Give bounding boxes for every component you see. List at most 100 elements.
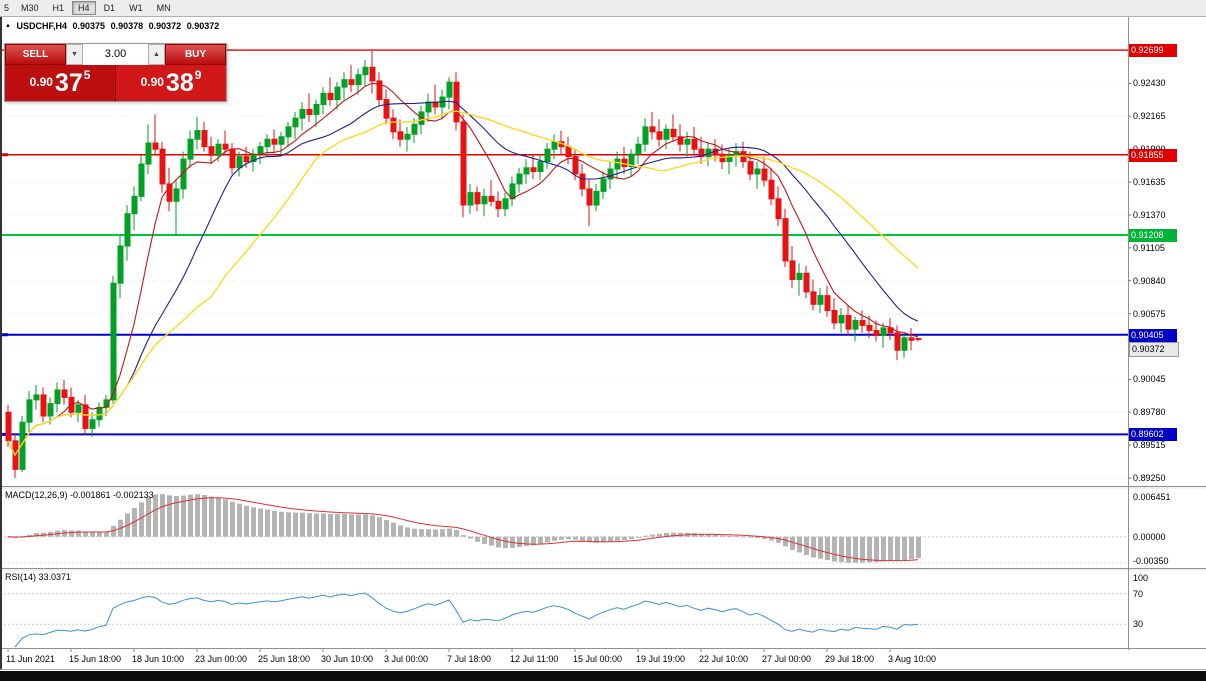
candle-body (495, 200, 502, 210)
candle-body (89, 419, 96, 429)
lot-size-input[interactable]: 3.00 (83, 44, 148, 65)
price-axis-label: 0.91370 (1133, 209, 1166, 220)
timeframe-d1-button[interactable]: D1 (97, 1, 122, 15)
rsi-line (14, 592, 919, 648)
trade-panel-controls: SELL ▼ 3.00 ▲ BUY (5, 44, 226, 65)
candle-body (299, 108, 306, 119)
time-axis-label: 25 Jun 18:00 (258, 654, 311, 664)
candle-body (82, 404, 89, 429)
time-axis-separator (0, 648, 1206, 649)
macd-bar (209, 496, 214, 537)
macd-bar (468, 536, 473, 539)
timeframe-m5-button[interactable]: 5 (0, 1, 14, 15)
timeframe-w1-button[interactable]: W1 (123, 1, 149, 15)
macd-bar (608, 536, 613, 542)
collapse-arrow-icon[interactable]: ▲ (5, 23, 11, 29)
time-axis-label: 12 Jul 11:00 (510, 654, 559, 664)
candle-body (166, 183, 173, 202)
sell-button[interactable]: SELL (5, 44, 66, 65)
price-axis-separator[interactable] (1128, 17, 1129, 650)
timeframe-h1-button[interactable]: H1 (46, 1, 71, 15)
candle-body (208, 146, 215, 156)
macd-bar (370, 515, 375, 537)
candle-body (775, 198, 782, 220)
buy-button[interactable]: BUY (165, 44, 226, 65)
support-badge-blue-lower: 0.89602 (1129, 428, 1177, 442)
candle-body (61, 389, 68, 398)
sell-price-display[interactable]: 0.90 37 5 (5, 65, 116, 101)
candle-body (551, 141, 558, 150)
macd-bar (349, 514, 354, 537)
pane-separator-macd-rsi[interactable] (0, 568, 1206, 571)
candle-body (789, 260, 796, 280)
candle-body (474, 192, 481, 205)
ma-line-30 (7, 110, 919, 457)
macd-bar (867, 536, 872, 563)
price-axis-label: 0.90840 (1133, 275, 1166, 286)
candle-body (579, 173, 586, 190)
candle-body (159, 148, 166, 185)
candle-body (404, 133, 411, 140)
macd-bar (496, 536, 501, 548)
lot-increase-button[interactable]: ▲ (148, 44, 165, 65)
candle-body (96, 406, 103, 421)
candle-body (446, 81, 453, 98)
candle-body (481, 195, 488, 205)
candle-body (131, 195, 138, 215)
candle-body (285, 126, 292, 138)
buy-price-sup: 9 (194, 68, 202, 82)
timeframe-m30-button[interactable]: M30 (15, 1, 45, 15)
buy-price-display[interactable]: 0.90 38 9 (116, 65, 226, 101)
macd-bar (720, 535, 725, 537)
candle-body (817, 295, 824, 305)
macd-bar (531, 536, 536, 546)
candle-body (173, 188, 180, 202)
candle-body (705, 148, 712, 158)
macd-bar (223, 499, 228, 537)
time-axis-label: 7 Jul 18:00 (447, 654, 492, 664)
candle-body (460, 121, 467, 206)
macd-bar (636, 536, 641, 538)
timeframe-h4-button[interactable]: H4 (72, 1, 96, 15)
macd-bar (552, 536, 557, 541)
candle-body (138, 163, 145, 197)
candle-body (586, 188, 593, 206)
candle-body (103, 399, 110, 408)
candle-body (558, 141, 565, 148)
macd-bar (132, 507, 137, 537)
candle-body (390, 117, 397, 133)
candle-body (796, 272, 803, 280)
macd-bar (104, 531, 109, 537)
macd-bar (790, 536, 795, 551)
pane-separator-main-macd[interactable] (0, 486, 1206, 489)
symbol-label: USDCHF,H4 (16, 21, 67, 31)
macd-bar (622, 536, 627, 541)
macd-bar (643, 535, 648, 537)
timeframe-mn-button[interactable]: MN (150, 1, 177, 15)
candle-body (677, 136, 684, 145)
candle-body (355, 74, 362, 86)
candle-body (313, 103, 320, 115)
macd-bar (832, 536, 837, 562)
candle-body (873, 329, 880, 336)
candle-body (306, 108, 313, 115)
price-axis-label: 0.90045 (1133, 374, 1166, 385)
time-axis-label: 15 Jun 18:00 (69, 654, 122, 664)
candle-body (866, 324, 873, 331)
time-axis-label: 15 Jul 00:00 (573, 654, 623, 664)
macd-bar (69, 530, 74, 537)
candle-body (838, 314, 845, 324)
candle-body (362, 66, 369, 76)
price-axis-label: 0.91635 (1133, 177, 1166, 188)
support-badge-green: 0.91208 (1129, 229, 1177, 243)
price-axis-label: 0.92165 (1133, 111, 1166, 122)
macd-bar (139, 502, 144, 537)
lot-decrease-button[interactable]: ▼ (66, 44, 83, 65)
candle-body (516, 173, 523, 185)
macd-bar (825, 536, 830, 561)
candle-body (376, 80, 383, 101)
candle-body (565, 146, 572, 158)
macd-bar (853, 536, 858, 563)
candle-body (614, 158, 621, 170)
